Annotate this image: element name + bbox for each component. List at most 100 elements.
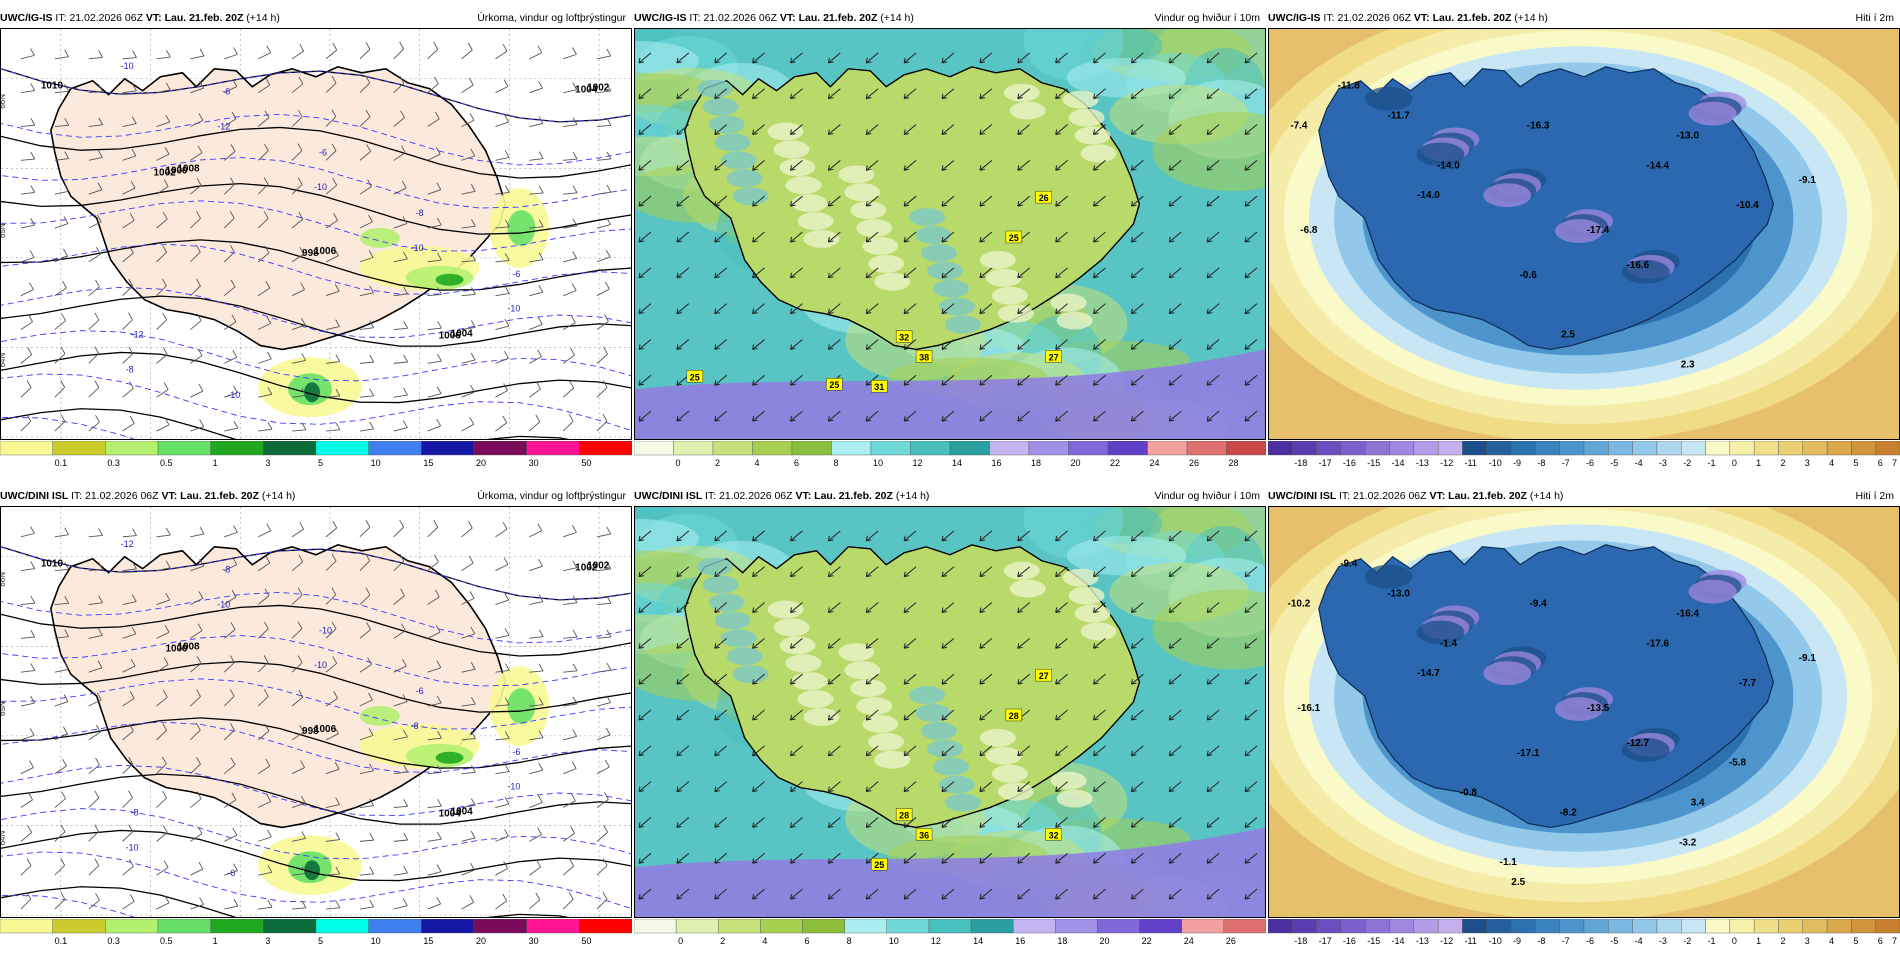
wind-arrow: [979, 566, 993, 578]
panel-header: UWC/IG-IS IT: 21.02.2026 06Z VT: Lau. 21…: [1268, 10, 1900, 26]
precip-area: [304, 382, 320, 403]
colorbar-container: 0 2 4 6 8 10 12 14 16 18 20 22 24 26: [633, 918, 1267, 948]
svg-text:32: 32: [1049, 830, 1059, 840]
wind-arrow: [790, 374, 803, 386]
wind-barb: [427, 832, 442, 842]
map-view[interactable]: 1010 1008 1006 1004 1002 1000 998 1006 1004 1002-…: [0, 28, 632, 440]
panel-title: Hiti í 2m: [1855, 490, 1894, 502]
temperature-point: -13.0: [1676, 130, 1699, 141]
wind-barb: [495, 219, 510, 229]
wind-field: [791, 672, 828, 691]
wind-barb: [291, 795, 306, 808]
wind-barb: [325, 691, 338, 707]
forecast-panel-precip: UWC/DINI ISL IT: 21.02.2026 06Z VT: Lau.…: [0, 488, 633, 948]
wind-barb: [291, 246, 305, 263]
wind-arrow: [1017, 745, 1031, 757]
wind-barb: [257, 723, 270, 741]
wind-barb: [54, 562, 70, 572]
isotherm-label: -8: [222, 565, 230, 575]
colorbar-swatch: [1535, 440, 1560, 456]
wind-arrow: [1093, 267, 1106, 279]
wind-barb: [257, 689, 269, 707]
wind-barb: [427, 695, 442, 707]
wind-arrow: [941, 637, 955, 649]
wind-arrow: [903, 88, 917, 100]
wind-field: [862, 714, 899, 733]
contour-line: [1, 660, 631, 713]
wind-barb: [563, 696, 578, 707]
svg-text:28: 28: [1009, 711, 1019, 721]
wind-arrow: [790, 339, 803, 350]
cold-pocket: [1364, 564, 1413, 589]
colorbar-tick-label: 12: [931, 936, 941, 946]
colorbar-tick-label: 30: [529, 936, 539, 946]
temperature-point: 2.5: [1511, 877, 1525, 888]
wind-arrow: [827, 745, 841, 757]
map-view[interactable]: 1010 1008 1006 1004 1002 1000 998 1004 1002 -12 -1…: [0, 506, 632, 918]
temperature-point: 2.3: [1681, 359, 1695, 370]
temperature-point: -14.0: [1417, 190, 1440, 201]
colorbar-tick-label: 6: [794, 458, 799, 468]
colorbar-tick-label: 4: [755, 458, 760, 468]
wind-barb: [495, 185, 510, 195]
wind-arrow: [1130, 339, 1144, 350]
wind-barb: [257, 655, 269, 673]
gust-label: 32: [895, 330, 913, 343]
wind-barb: [20, 695, 35, 707]
colorbar-swatch: [1681, 440, 1706, 456]
wind-arrow: [1055, 88, 1068, 100]
map-view[interactable]: 27 28 28 36 32 25: [634, 506, 1266, 918]
colorbar-tick-label: 6: [805, 936, 810, 946]
wind-barb: [563, 218, 578, 229]
wind-arrow: [1055, 195, 1068, 207]
wind-barb: [257, 758, 271, 775]
wind-arrow: [1130, 566, 1144, 578]
wind-barb: [325, 520, 338, 538]
wind-arrow: [1093, 530, 1106, 542]
wind-arrow: [1244, 88, 1258, 100]
colorbar-swatch: [970, 918, 1014, 934]
wind-barb: [54, 84, 70, 94]
wind-arrow: [903, 159, 917, 171]
issue-time: 21.02.2026 06Z: [1337, 12, 1414, 24]
wind-barb: [88, 562, 104, 572]
wind-barb: [427, 625, 441, 639]
lead-time: (+14 h): [1529, 490, 1564, 502]
wind-barb: [393, 588, 405, 605]
wind-field: [979, 728, 1016, 747]
colorbar-swatch: [1705, 440, 1731, 456]
wind-arrow: [752, 817, 765, 828]
wind-barb: [597, 596, 612, 605]
wind-barb: [529, 523, 543, 538]
colorbar-swatch: [1486, 918, 1512, 934]
map-view[interactable]: 26 25 32 38 27 31 25 25: [634, 28, 1266, 440]
wind-field: [791, 194, 828, 213]
wind-arrow: [752, 410, 765, 422]
wind-field: [720, 629, 757, 648]
colorbar-swatch: [831, 440, 872, 456]
wind-barb: [20, 347, 33, 364]
wind-barb: [156, 625, 170, 639]
colorbar-tick-label: 20: [1099, 936, 1109, 946]
wind-arrow: [941, 303, 955, 315]
wind-field: [933, 757, 969, 776]
issue-time: 21.02.2026 06Z: [85, 490, 162, 502]
wind-arrow: [714, 52, 728, 64]
wind-barb: [190, 348, 203, 364]
temperature-point: -17.4: [1587, 225, 1610, 236]
map-view[interactable]: -11.8 -11.7 -7.4 -14.0 -16.3 -14.4 -13.0 -9.1 -1…: [1268, 28, 1900, 440]
pressure-label: 1002: [154, 167, 177, 178]
it-prefix: IT:: [1338, 490, 1353, 502]
map-view[interactable]: -9.4 -13.0 -10.2 -1.4 -9.4 -17.6 -16.4 -9.1 -14.…: [1268, 506, 1900, 918]
model-name: UWC/IG-IS: [634, 12, 690, 24]
isotherm-label: -10: [314, 660, 327, 670]
wind-arrow: [903, 888, 917, 900]
panel-title: Hiti í 2m: [1855, 12, 1894, 24]
pressure-label: 1008: [177, 641, 200, 652]
colorbar-tick-label: 2: [715, 458, 720, 468]
isotherm-label: -10: [411, 243, 424, 253]
gust-label: 25: [686, 370, 704, 383]
wind-barb: [359, 520, 371, 538]
colorbar-swatch: [105, 440, 159, 456]
wind-barb: [54, 118, 70, 127]
